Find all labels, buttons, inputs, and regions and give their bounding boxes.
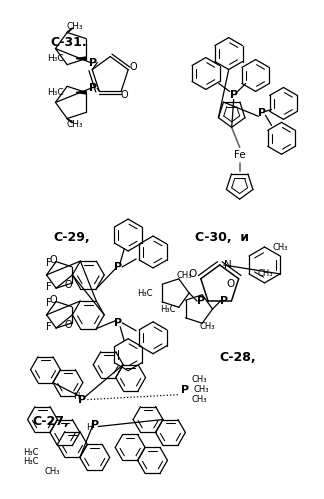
Text: F: F: [46, 322, 51, 332]
Text: O: O: [189, 269, 197, 279]
Text: F: F: [46, 298, 51, 308]
Text: CH₃: CH₃: [191, 395, 207, 404]
Text: F: F: [46, 282, 51, 292]
Text: O: O: [129, 62, 137, 72]
Text: N: N: [224, 260, 232, 270]
Text: C-31.: C-31.: [50, 36, 87, 49]
Text: CH₃: CH₃: [45, 467, 60, 476]
Text: CH₃: CH₃: [67, 22, 84, 31]
Text: P: P: [91, 420, 99, 430]
Text: P: P: [78, 395, 87, 405]
Text: CH₃: CH₃: [200, 322, 215, 331]
Text: Fe: Fe: [234, 150, 246, 160]
Text: P: P: [114, 318, 122, 328]
Text: CH₃: CH₃: [257, 269, 272, 278]
Text: H: H: [86, 423, 92, 432]
Text: H₃C: H₃C: [137, 288, 152, 297]
Text: H: H: [73, 392, 80, 401]
Text: P: P: [197, 296, 205, 306]
Text: CH₃: CH₃: [176, 270, 192, 279]
Text: H₃C: H₃C: [48, 88, 64, 97]
Text: C-27,: C-27,: [32, 415, 69, 428]
Text: O: O: [65, 280, 73, 290]
Text: F: F: [46, 258, 51, 268]
Text: P: P: [89, 83, 97, 93]
Text: CH₃: CH₃: [67, 120, 84, 129]
Text: H₃C: H₃C: [48, 54, 64, 63]
Text: C-28,: C-28,: [219, 351, 256, 364]
Text: P: P: [181, 385, 189, 395]
Text: C-30,  и: C-30, и: [195, 231, 249, 244]
Polygon shape: [76, 91, 86, 94]
Text: P: P: [220, 296, 228, 306]
Text: CH₃: CH₃: [191, 375, 207, 384]
Text: H₃C: H₃C: [160, 304, 176, 313]
Text: H₃C: H₃C: [23, 457, 39, 466]
Text: CH₃: CH₃: [272, 243, 288, 251]
Text: P: P: [89, 57, 97, 67]
Text: CH₃: CH₃: [193, 385, 209, 394]
Text: O: O: [65, 320, 73, 330]
Text: H₃C: H₃C: [23, 448, 39, 457]
Text: O: O: [121, 90, 128, 100]
Text: O: O: [49, 294, 57, 304]
Text: P: P: [114, 262, 122, 272]
Text: P: P: [258, 108, 266, 118]
Text: O: O: [49, 254, 57, 264]
Text: O: O: [226, 279, 235, 289]
Text: P: P: [230, 90, 238, 100]
Polygon shape: [76, 57, 86, 60]
Text: C-29,: C-29,: [53, 231, 90, 244]
